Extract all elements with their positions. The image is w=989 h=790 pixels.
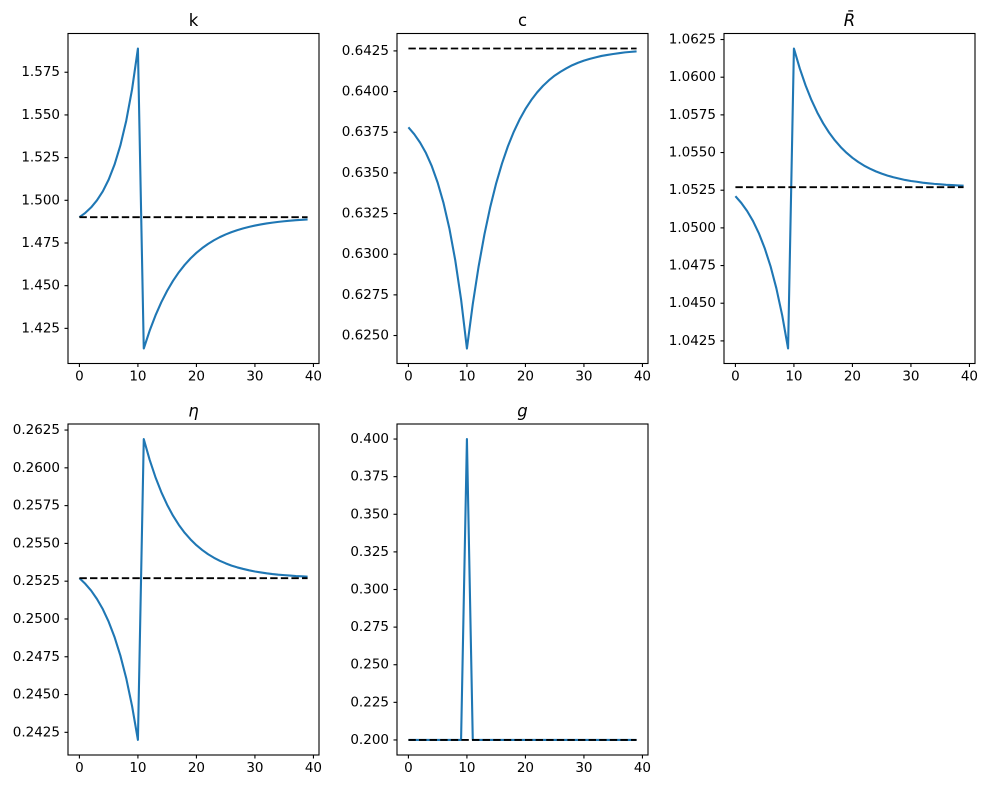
subplot-title-R_bar: R̄ (844, 11, 855, 30)
x-tick-label: 0 (404, 760, 413, 776)
y-tick-label: 1.0625 (669, 32, 716, 48)
x-tick-label: 10 (458, 369, 475, 385)
response-line-c (407, 50, 637, 350)
y-tick-label: 1.0550 (669, 145, 716, 161)
y-tick-label: 0.300 (350, 582, 389, 598)
y-tick-label: 1.525 (21, 150, 60, 166)
axes-box (723, 32, 976, 365)
x-tick-label: 40 (634, 760, 651, 776)
y-tick-label: 0.275 (350, 619, 389, 635)
response-line-g (408, 437, 637, 742)
x-tick-label: 20 (517, 760, 534, 776)
x-tick-label: 0 (75, 369, 84, 385)
y-tick-label: 0.375 (350, 469, 389, 485)
x-tick-label: 10 (129, 369, 146, 385)
x-tick-label: 10 (129, 760, 146, 776)
x-tick-label: 40 (634, 369, 651, 385)
y-tick-label: 0.2625 (13, 422, 60, 438)
y-tick-label: 1.0425 (669, 333, 716, 349)
x-tick-label: 30 (246, 369, 263, 385)
y-tick-label: 0.200 (350, 732, 389, 748)
y-tick-label: 1.550 (21, 107, 60, 123)
x-tick-label: 0 (404, 369, 413, 385)
y-tick-label: 0.6425 (342, 43, 389, 59)
y-tick-label: 1.475 (21, 235, 60, 251)
x-tick-label: 20 (188, 369, 205, 385)
subplot-title-eta: η (188, 402, 198, 421)
y-tick-label: 0.2525 (13, 573, 60, 589)
axes-box (396, 32, 649, 365)
x-tick-label: 30 (575, 760, 592, 776)
y-tick-label: 0.6300 (342, 246, 389, 262)
x-tick-label: 40 (305, 369, 322, 385)
subplot-title-c: c (518, 11, 527, 30)
x-tick-label: 20 (188, 760, 205, 776)
y-tick-label: 0.6250 (342, 328, 389, 344)
x-tick-label: 0 (75, 760, 84, 776)
subplot-k: 0 10 20 30 40 1.425 1.450 1.475 1.500 1.525 1.550 1… (21, 11, 322, 385)
y-tick-label: 0.325 (350, 544, 389, 560)
y-tick-label: 0.6350 (342, 165, 389, 181)
y-tick-label: 0.2550 (13, 535, 60, 551)
y-tick-label: 1.450 (21, 278, 60, 294)
y-tick-label: 0.6275 (342, 287, 389, 303)
x-tick-label: 0 (731, 369, 740, 385)
axes-box (67, 423, 320, 756)
y-tick-label: 0.2425 (13, 724, 60, 740)
subplot-eta: 0 10 20 30 40 0.2425 0.2450 0.2475 0.2500 0.2525 0… (13, 402, 322, 777)
y-tick-label: 0.2450 (13, 687, 60, 703)
subplot-c: 0 10 20 30 40 0.6250 0.6275 0.6300 0.6325 0.6350 0… (342, 11, 651, 385)
x-tick-label: 30 (246, 760, 263, 776)
y-tick-label: 1.0500 (669, 220, 716, 236)
subplot-g: 0 10 20 30 40 0.200 0.225 0.250 0.275 0.300 0.325 0… (350, 402, 651, 777)
y-tick-label: 1.0575 (669, 107, 716, 123)
y-tick-label: 0.6400 (342, 84, 389, 100)
y-tick-label: 0.2575 (13, 498, 60, 514)
y-tick-label: 1.0600 (669, 69, 716, 85)
subplot-R_bar: 0 10 20 30 40 1.0425 1.0450 1.0475 1.0500 1.0525 1… (669, 11, 978, 385)
y-tick-label: 0.350 (350, 506, 389, 522)
y-tick-label: 0.2500 (13, 611, 60, 627)
axes-box (67, 32, 320, 365)
y-tick-label: 1.0475 (669, 258, 716, 274)
y-tick-label: 0.225 (350, 694, 389, 710)
x-tick-label: 40 (305, 760, 322, 776)
y-tick-label: 1.0450 (669, 295, 716, 311)
x-tick-label: 20 (844, 369, 861, 385)
response-line-R_bar (734, 47, 964, 350)
y-tick-label: 1.575 (21, 64, 60, 80)
y-tick-label: 0.2600 (13, 460, 60, 476)
x-tick-label: 30 (575, 369, 592, 385)
response-line-k (78, 47, 308, 350)
y-tick-label: 0.400 (350, 431, 389, 447)
x-tick-label: 20 (517, 369, 534, 385)
subplot-title-g: g (517, 402, 527, 421)
x-tick-label: 10 (458, 760, 475, 776)
x-tick-label: 40 (961, 369, 978, 385)
y-tick-label: 1.0525 (669, 182, 716, 198)
y-tick-label: 0.6375 (342, 124, 389, 140)
response-line-eta (78, 438, 308, 741)
y-tick-label: 0.250 (350, 657, 389, 673)
y-tick-label: 1.425 (21, 320, 60, 336)
subplot-title-k: k (189, 11, 199, 30)
axes-box (396, 423, 649, 756)
y-tick-label: 1.500 (21, 192, 60, 208)
y-tick-label: 0.2475 (13, 649, 60, 665)
y-tick-label: 0.6325 (342, 206, 389, 222)
x-tick-label: 30 (902, 369, 919, 385)
x-tick-label: 10 (785, 369, 802, 385)
